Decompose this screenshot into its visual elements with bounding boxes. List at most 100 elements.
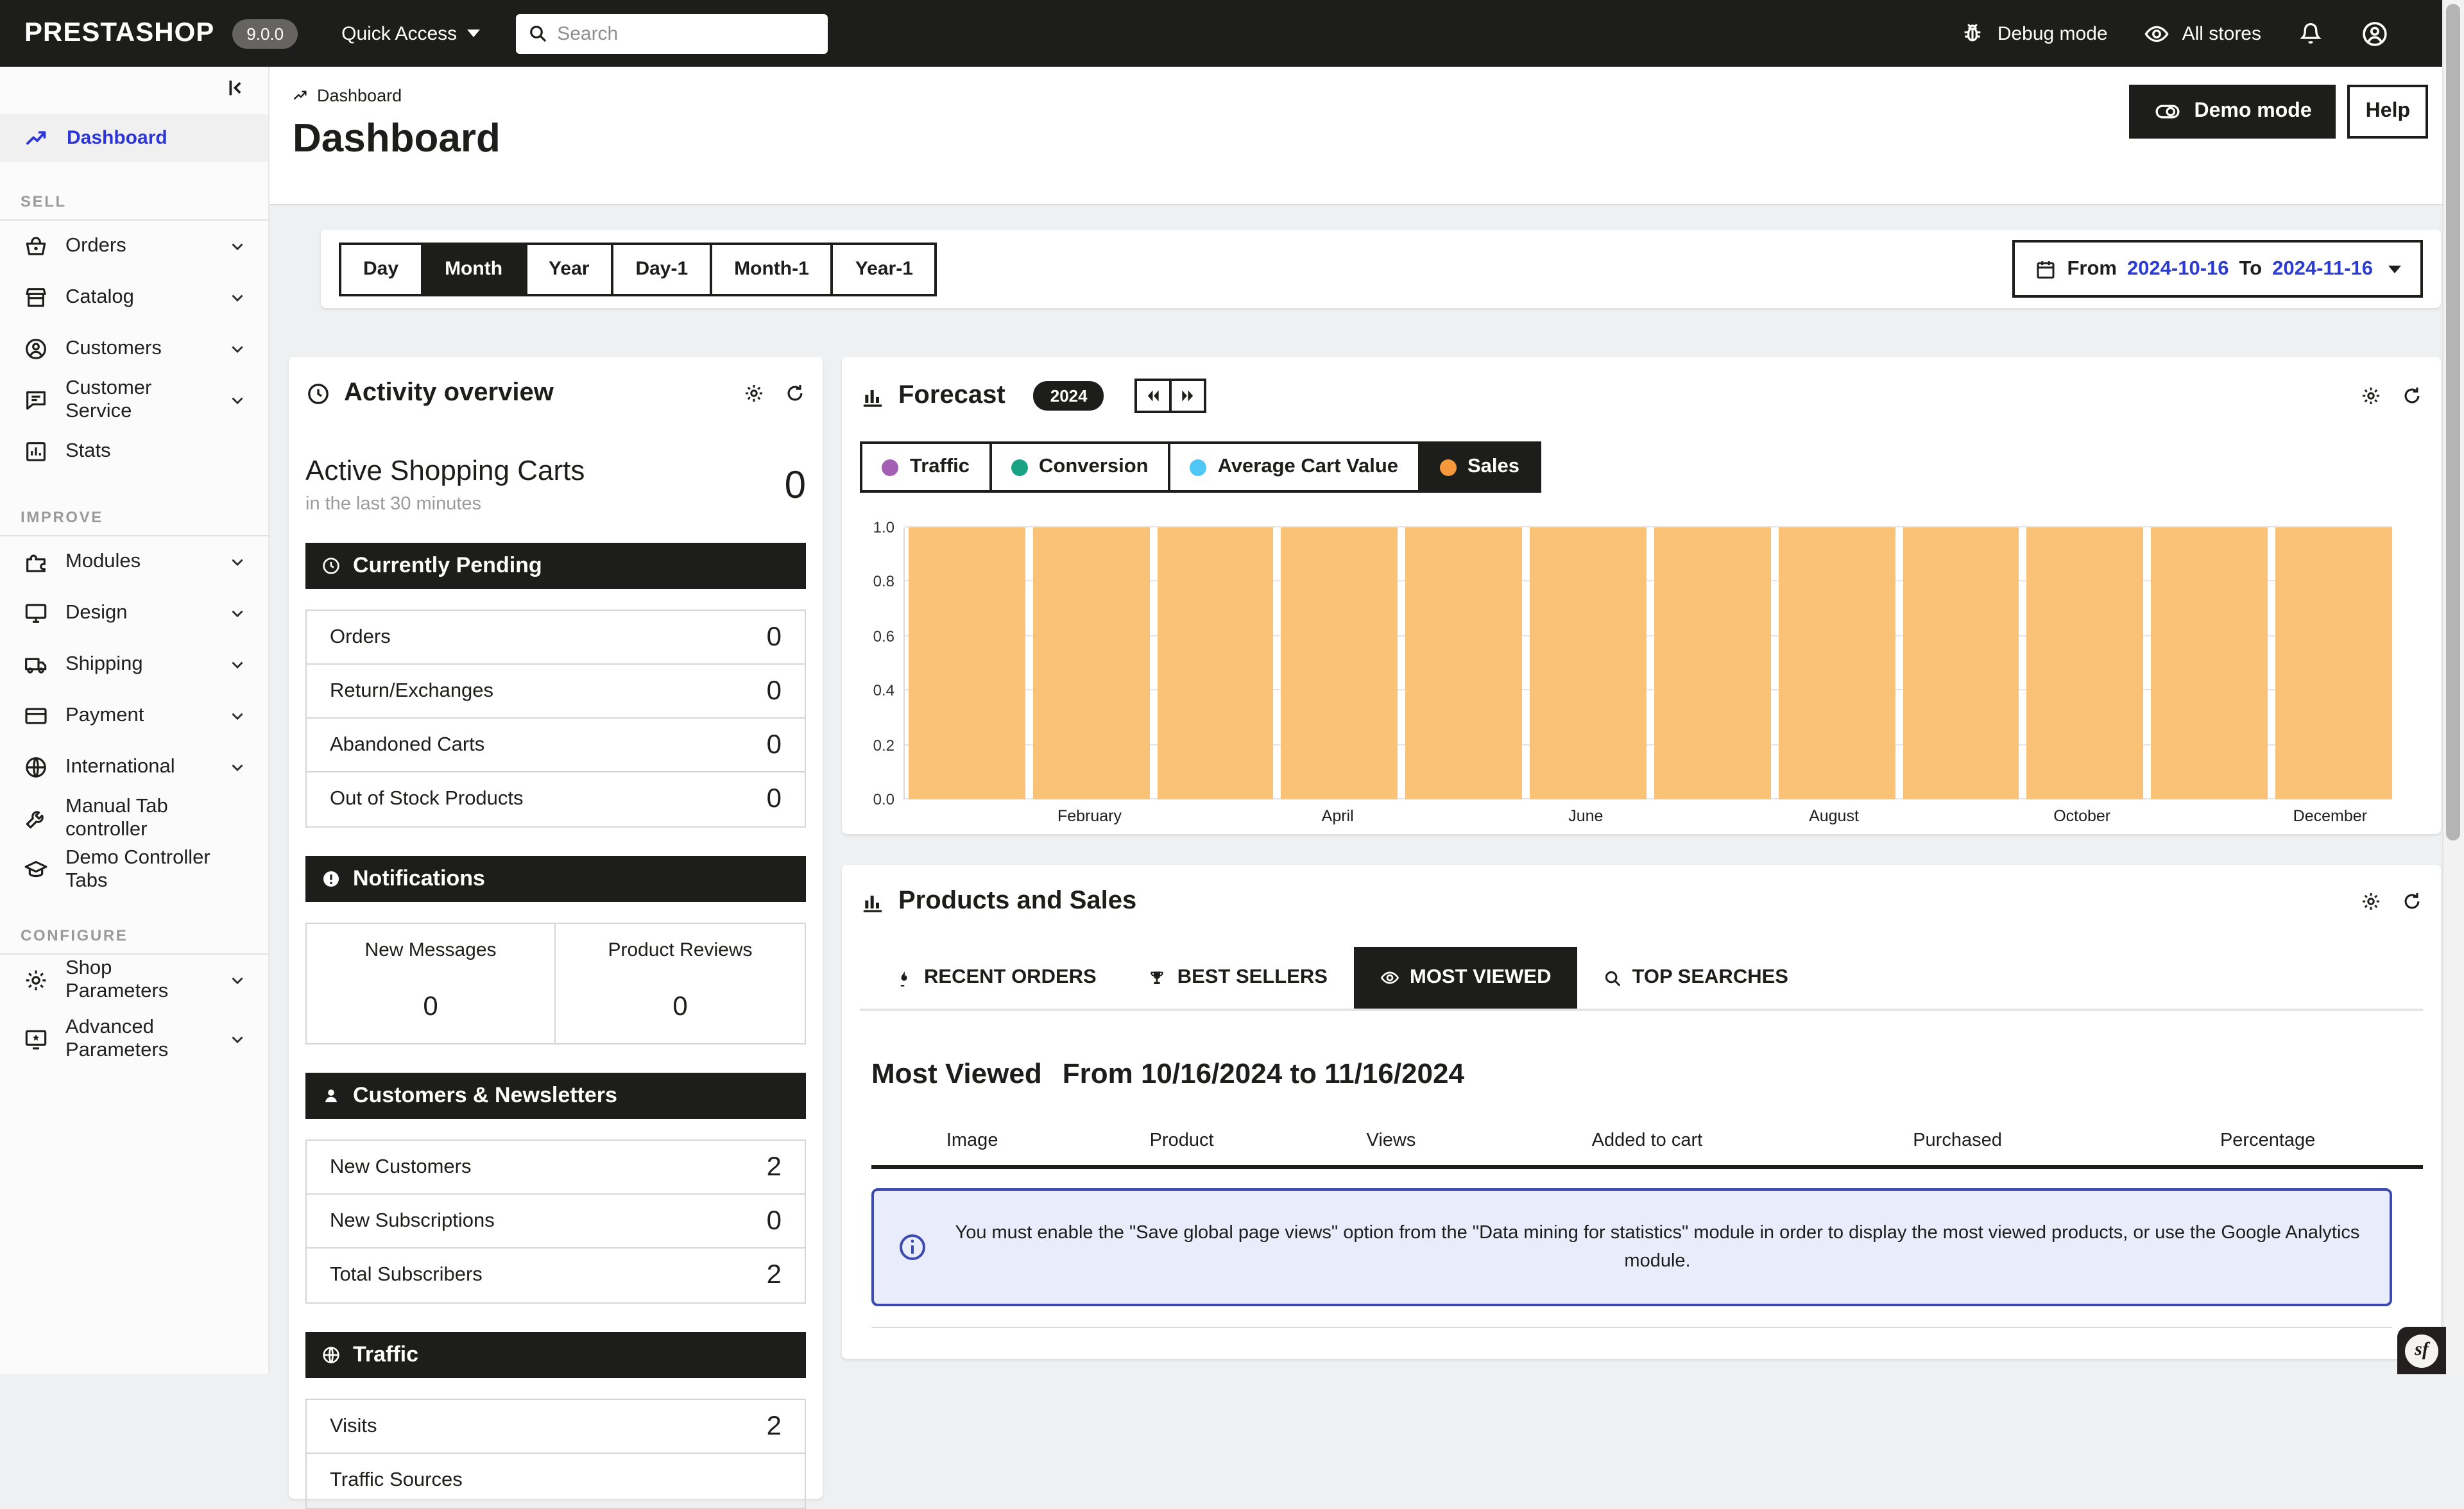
gridline [905, 689, 2392, 691]
chevron-down-icon [228, 340, 246, 358]
quick-access-menu[interactable]: Quick Access [341, 22, 481, 44]
range-month-button[interactable]: Month [420, 242, 527, 296]
eye-icon [1379, 968, 1399, 988]
sidebar-item-catalog[interactable]: Catalog [0, 272, 268, 323]
gear-icon[interactable] [2360, 385, 2382, 407]
demo-mode-button[interactable]: Demo mode [2128, 85, 2336, 139]
table-row[interactable]: Orders 0 [307, 611, 805, 665]
table-row[interactable]: Out of Stock Products 0 [307, 772, 805, 826]
sidebar-item-orders[interactable]: Orders [0, 221, 268, 272]
puzzle-icon [23, 549, 49, 575]
sidebar-item-customers[interactable]: Customers [0, 323, 268, 375]
tab-best-sellers[interactable]: BEST SELLERS [1122, 947, 1353, 1009]
table-row[interactable]: Abandoned Carts 0 [307, 719, 805, 772]
sidebar-item-label: Manual Tab controller [65, 796, 168, 840]
row-value: 2 [766, 1260, 782, 1290]
sidebar-item-international[interactable]: International [0, 742, 268, 793]
sidebar-item-manual-tab-controller[interactable]: Manual Tab controller [0, 793, 268, 844]
next-year-button[interactable] [1169, 379, 1207, 413]
gridline [905, 798, 2392, 799]
sidebar-item-customer-service[interactable]: Customer Service [0, 375, 268, 426]
all-stores-button[interactable]: All stores [2144, 20, 2261, 47]
forecast-bar [2026, 527, 2144, 799]
tab-top-searches[interactable]: TOP SEARCHES [1577, 947, 1814, 1009]
notifications-button[interactable] [2297, 20, 2324, 47]
page-title: Dashboard [293, 115, 501, 160]
range-year-button[interactable]: Year [524, 242, 614, 296]
trophy-icon [1148, 968, 1167, 987]
from-label: From [2067, 257, 2117, 279]
section-header-label: Notifications [353, 866, 485, 891]
previous-year-button[interactable] [1134, 379, 1172, 413]
flame-icon [894, 968, 914, 987]
tab-label: RECENT ORDERS [924, 966, 1097, 988]
debug-mode-button[interactable]: Debug mode [1960, 21, 2108, 46]
y-tick-label: 0.6 [873, 627, 894, 645]
eye-icon [2144, 20, 2171, 47]
range-month-1-button[interactable]: Month-1 [710, 242, 834, 296]
tab-recent-orders[interactable]: RECENT ORDERS [869, 947, 1122, 1009]
breadcrumb[interactable]: Dashboard [293, 86, 2428, 105]
row-label: Abandoned Carts [330, 733, 485, 755]
sidebar-item-design[interactable]: Design [0, 588, 268, 639]
row-label: New Customers [330, 1155, 472, 1177]
product-reviews-cell[interactable]: Product Reviews 0 [556, 924, 805, 1043]
symfony-profiler-button[interactable]: sf [2397, 1327, 2446, 1374]
sidebar-item-payment[interactable]: Payment [0, 690, 268, 742]
toggle-average-cart-value[interactable]: Average Cart Value [1167, 441, 1420, 493]
sidebar-item-shop-parameters[interactable]: Shop Parameters [0, 955, 268, 1006]
prestashop-logo[interactable]: PRESTASHOP [24, 18, 215, 47]
date-range-picker[interactable]: From 2024-10-16 To 2024-11-16 [2012, 240, 2423, 298]
table-row[interactable]: Total Subscribers 2 [307, 1249, 805, 1302]
toggle-sales[interactable]: Sales [1417, 441, 1542, 493]
toggle-traffic[interactable]: Traffic [860, 441, 992, 493]
table-row[interactable]: Traffic Sources [307, 1454, 805, 1508]
table-row[interactable]: New Customers 2 [307, 1141, 805, 1195]
gear-icon[interactable] [743, 382, 765, 404]
table-row[interactable]: Return/Exchanges 0 [307, 665, 805, 719]
most-viewed-title: Most Viewed [871, 1057, 1042, 1089]
panel-title: Forecast [898, 381, 1005, 409]
collapse-sidebar-button[interactable] [223, 77, 245, 99]
tab-most-viewed[interactable]: MOST VIEWED [1353, 947, 1577, 1009]
gear-icon[interactable] [2360, 891, 2382, 912]
page-scrollbar[interactable] [2442, 0, 2464, 1374]
range-day-1-button[interactable]: Day-1 [611, 242, 713, 296]
cell-value: 0 [423, 992, 438, 1021]
table-row[interactable]: New Subscriptions 0 [307, 1195, 805, 1249]
forecast-bar [2275, 527, 2392, 799]
traffic-header: Traffic [305, 1332, 806, 1378]
alert-text: You must enable the "Save global page vi… [955, 1222, 2360, 1272]
refresh-icon[interactable] [2401, 891, 2423, 912]
sidebar-item-label: Modules [65, 550, 141, 573]
table-row[interactable]: Visits 2 [307, 1400, 805, 1454]
refresh-icon[interactable] [784, 382, 806, 404]
debug-mode-label: Debug mode [1997, 22, 2108, 44]
sidebar-item-stats[interactable]: Stats [0, 426, 268, 477]
global-search[interactable] [516, 13, 828, 53]
sidebar-item-advanced-parameters[interactable]: Advanced Parameters [0, 1006, 268, 1073]
sidebar-section-improve: IMPROVE Modules Design Shipping [0, 508, 268, 896]
chat-icon [23, 388, 49, 413]
help-button[interactable]: Help [2347, 85, 2428, 139]
new-messages-cell[interactable]: New Messages 0 [307, 924, 556, 1043]
dashboard-content: Day Month Year Day-1 Month-1 Year-1 From… [270, 205, 2464, 1509]
sidebar-item-shipping[interactable]: Shipping [0, 639, 268, 690]
scrollbar-thumb[interactable] [2446, 4, 2460, 840]
sidebar-item-label: Payment [65, 704, 144, 727]
tab-label: MOST VIEWED [1410, 966, 1552, 988]
toggle-conversion[interactable]: Conversion [989, 441, 1170, 493]
series-color-dot [1011, 459, 1028, 475]
sidebar-item-modules[interactable]: Modules [0, 536, 268, 588]
refresh-icon[interactable] [2401, 385, 2423, 407]
pending-table: Orders 0 Return/Exchanges 0 Abandoned Cart… [305, 610, 806, 828]
sidebar-item-demo-controller-tabs[interactable]: Demo Controller Tabs [0, 844, 268, 896]
range-year-1-button[interactable]: Year-1 [830, 242, 937, 296]
account-menu-button[interactable] [2360, 19, 2390, 48]
search-input[interactable] [557, 22, 817, 44]
sidebar-item-dashboard[interactable]: Dashboard [0, 114, 268, 162]
sidebar-item-label: Demo Controller Tabs [65, 847, 210, 892]
range-day-button[interactable]: Day [339, 242, 424, 296]
row-value: 0 [766, 784, 782, 814]
